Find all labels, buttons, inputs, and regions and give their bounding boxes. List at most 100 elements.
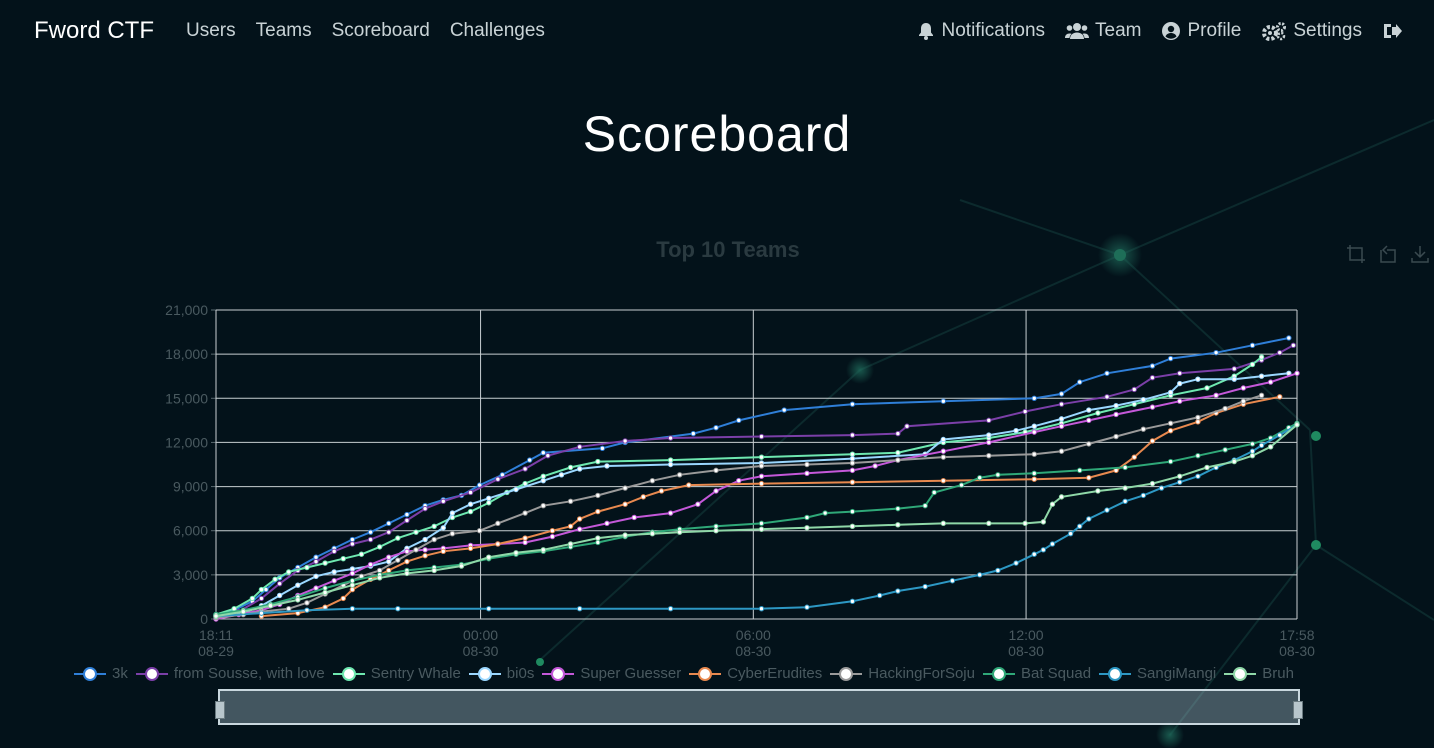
data-point [995,567,1001,574]
brand-logo[interactable]: Fword CTF [34,17,154,44]
data-point [1031,470,1037,477]
y-tick-label: 12,000 [165,434,208,450]
data-point [322,585,328,591]
data-point [1167,420,1174,426]
data-point [231,606,237,612]
data-point [386,558,392,565]
data-point [986,452,992,459]
legend-marker [468,666,501,681]
x-tick-label: 17:58 [1279,627,1314,643]
data-point [395,606,401,612]
data-point [304,564,310,571]
data-point [758,520,765,527]
data-point [804,525,810,531]
legend-item[interactable]: CyberErudites [689,665,822,682]
nav-scoreboard[interactable]: Scoreboard [331,20,430,41]
gears-icon [1262,22,1287,41]
nav-team[interactable]: Team [1065,20,1141,42]
data-point [540,547,547,553]
data-point [667,435,674,441]
data-point [849,455,856,462]
data-point [690,430,697,437]
data-point [1177,479,1183,485]
data-point [422,547,428,553]
data-point [358,551,365,557]
data-point [1277,432,1283,438]
data-point [1258,442,1265,449]
data-point [1258,354,1265,360]
data-point [349,578,356,584]
legend-label: Bruh [1262,665,1294,682]
data-point [258,610,265,616]
legend-marker [1099,666,1132,681]
data-point [522,539,528,546]
data-point [1104,370,1110,376]
data-point [286,569,292,575]
nav-notifications[interactable]: Notifications [916,20,1045,42]
x-tick-label: 12:00 [1009,627,1044,643]
data-point [545,452,551,459]
data-point [349,570,356,577]
nav-profile[interactable]: Profile [1161,20,1241,42]
chart-legend: 3k from Sousse, with love Sentry Whale bi0s… [74,665,1294,682]
data-point [486,554,492,560]
data-point [522,535,528,541]
data-point [895,505,901,512]
data-point [249,595,256,602]
navbar: Fword CTF Users Teams Scoreboard Challen… [0,0,1434,62]
data-point [295,597,301,603]
data-point [1013,427,1019,434]
data-point [676,529,683,535]
data-point [1031,451,1037,457]
legend-item[interactable]: 3k [74,665,128,682]
legend-item[interactable]: Bat Squad [982,665,1091,682]
nav-settings[interactable]: Settings [1261,20,1362,42]
legend-marker [74,666,106,681]
data-point [1204,385,1210,391]
data-point [1077,523,1083,529]
data-zoom-icon[interactable] [1346,244,1366,264]
data-point [1049,501,1056,507]
zoom-reset-icon[interactable] [1378,244,1398,264]
data-point [1140,426,1147,432]
data-point [1249,361,1256,368]
data-point [758,480,765,487]
legend-item[interactable]: bi0s [468,665,534,682]
y-tick-label: 15,000 [165,390,208,406]
data-point [567,464,574,471]
series-line-0 [215,337,1289,616]
legend-item[interactable]: Bruh [1224,665,1294,682]
series-line-6 [215,394,1262,619]
slider-handle-right[interactable] [1293,701,1303,719]
legend-item[interactable]: Sentry Whale [332,665,461,682]
nav-logout[interactable] [1382,21,1408,41]
data-point [922,583,928,590]
data-point [367,529,374,535]
x-tick-label: 00:00 [463,627,498,643]
data-point [567,541,574,547]
data-point [1258,392,1265,399]
data-point [686,482,692,488]
data-point [1131,454,1137,460]
legend-item[interactable]: Super Guesser [542,665,681,682]
legend-item[interactable]: from Sousse, with love [135,665,325,682]
data-point [1058,423,1065,429]
users-icon [1065,23,1090,39]
legend-item[interactable]: HackingForSoju [830,665,975,682]
data-point [549,528,556,534]
nav-users[interactable]: Users [186,20,236,41]
data-point [876,592,883,599]
data-point [758,473,765,479]
slider-handle-left[interactable] [215,701,225,719]
save-image-icon[interactable] [1410,244,1430,264]
data-point [736,477,742,484]
data-point [495,476,501,482]
nav-team-label: Team [1095,20,1142,41]
nav-challenges[interactable]: Challenges [449,20,545,41]
data-point [940,477,947,484]
data-point [1095,410,1101,416]
data-zoom-slider[interactable] [215,689,1303,725]
legend-item[interactable]: SangiMangi [1099,665,1216,682]
nav-teams[interactable]: Teams [255,20,312,41]
